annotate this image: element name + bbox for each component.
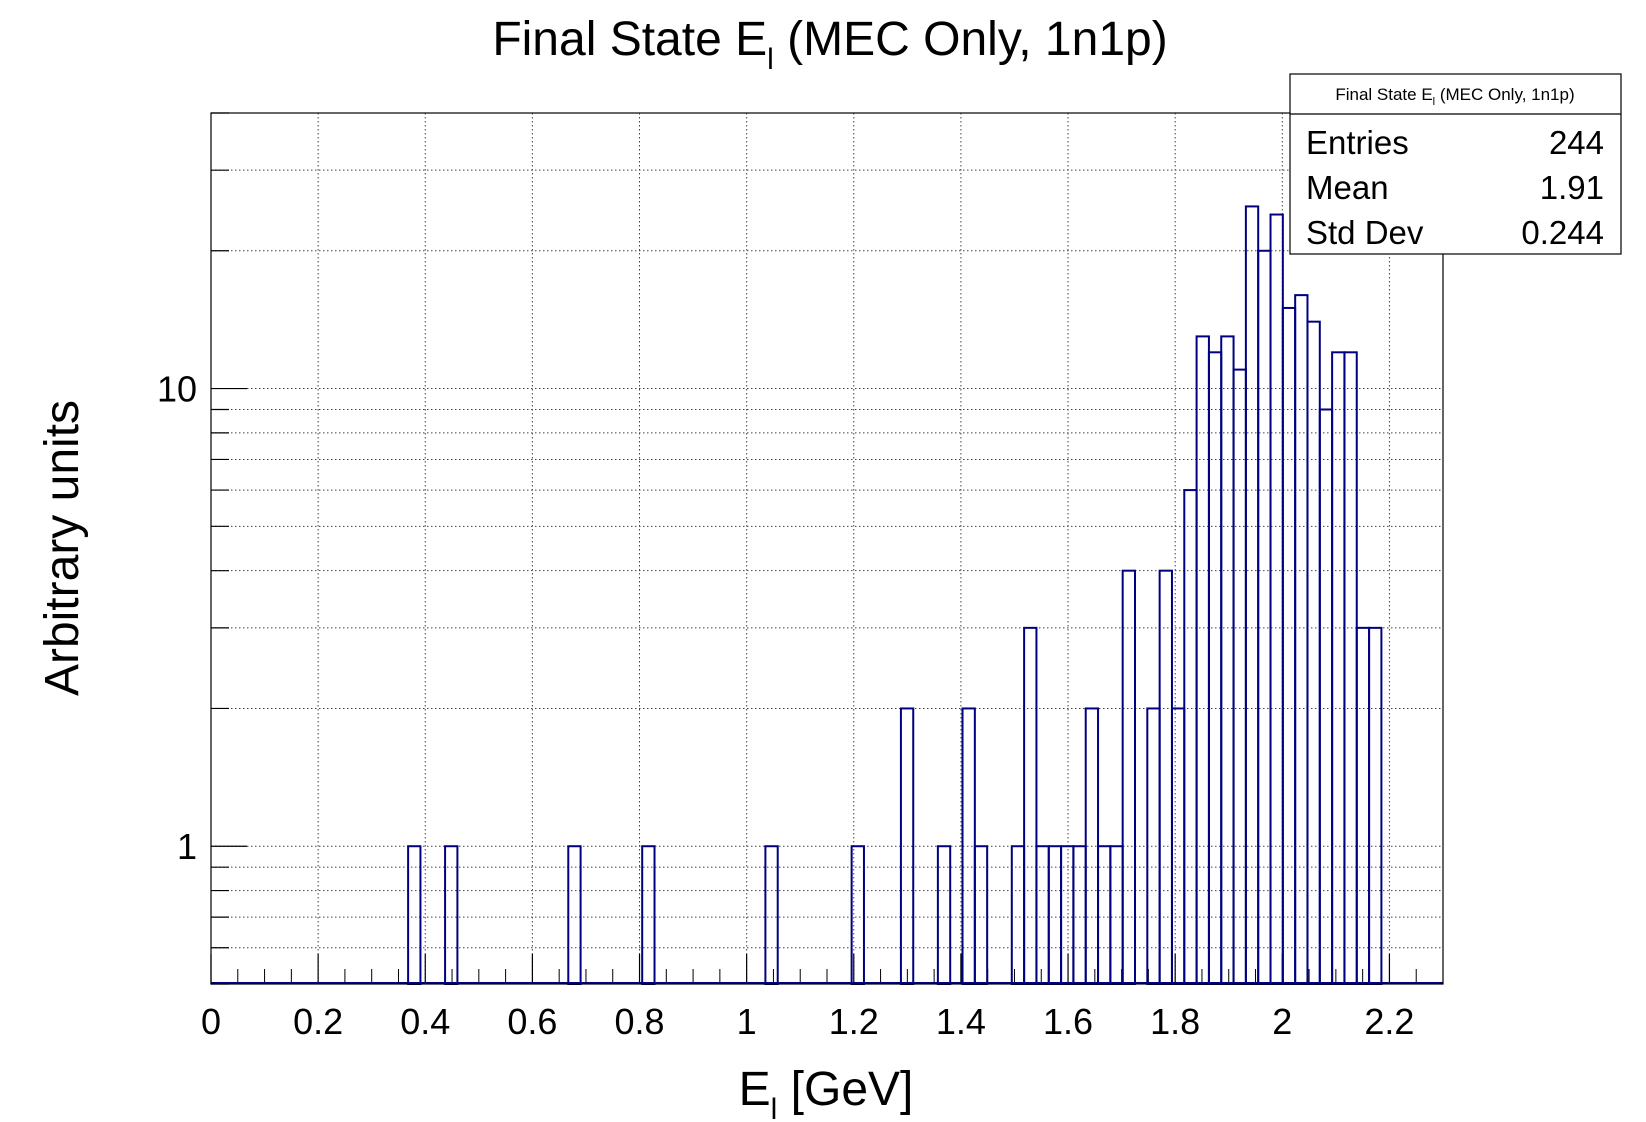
x-axis-title: El [GeV] bbox=[739, 1063, 914, 1122]
stats-label-entries: Entries bbox=[1306, 124, 1409, 161]
histogram-bar bbox=[1183, 489, 1198, 985]
stats-label-std-dev: Std Dev bbox=[1306, 214, 1424, 251]
histogram-bar bbox=[1023, 626, 1038, 985]
stats-value-mean: 1.91 bbox=[1540, 169, 1604, 206]
chart-title: Final State El (MEC Only, 1n1p) bbox=[492, 13, 1167, 76]
x-tick-label: 0.2 bbox=[293, 1001, 343, 1042]
x-tick-label: 0.8 bbox=[614, 1001, 664, 1042]
x-tick-label: 0.4 bbox=[400, 1001, 450, 1042]
x-tick-label: 1.8 bbox=[1150, 1001, 1200, 1042]
chart-title-rest: (MEC Only, 1n1p) bbox=[774, 13, 1168, 66]
y-tick-label: 10 bbox=[157, 369, 197, 410]
x-tick-label: 2.2 bbox=[1364, 1001, 1414, 1042]
stats-box-frame bbox=[1289, 73, 1622, 255]
stats-box: Final State El (MEC Only, 1n1p) Entries … bbox=[1289, 73, 1622, 255]
x-axis-title-rest: [GeV] bbox=[777, 1063, 913, 1116]
stats-title-rest: (MEC Only, 1n1p) bbox=[1435, 85, 1575, 104]
histogram-bar bbox=[1170, 707, 1186, 986]
x-axis-title-subscript: l bbox=[771, 1093, 778, 1122]
x-tick-label: 1.2 bbox=[829, 1001, 879, 1042]
stats-value-entries: 244 bbox=[1549, 124, 1604, 161]
histogram-bar bbox=[1010, 845, 1026, 986]
tick-labels: 0 0.2 0.4 0.6 0.8 1 1.2 1.4 1.6 1.8 2 2.2 1 10 bbox=[157, 369, 1415, 1042]
histogram-bar bbox=[1232, 368, 1247, 985]
histogram-bar bbox=[1269, 213, 1284, 985]
histogram-bar bbox=[1207, 351, 1223, 985]
plot-frame bbox=[210, 112, 1444, 985]
x-tick-label: 1 bbox=[737, 1001, 757, 1042]
histogram-bar bbox=[407, 845, 422, 986]
stats-title-main: Final State E bbox=[1335, 85, 1432, 104]
x-tick-label: 1.6 bbox=[1043, 1001, 1093, 1042]
axis-ticks bbox=[210, 112, 1417, 985]
chart-title-subscript: l bbox=[767, 43, 774, 76]
chart-title-main: Final State E bbox=[492, 13, 767, 66]
histogram-bar bbox=[973, 845, 989, 986]
histogram-bar bbox=[1355, 626, 1371, 985]
x-tick-label: 1.4 bbox=[936, 1001, 986, 1042]
x-tick-label: 2 bbox=[1272, 1001, 1292, 1042]
grid-lines bbox=[211, 112, 1443, 985]
histogram-bar bbox=[1294, 294, 1309, 985]
histogram-bar bbox=[1343, 351, 1358, 985]
histogram-bar bbox=[1146, 707, 1161, 986]
y-axis-title: Arbitrary units bbox=[36, 400, 89, 696]
histogram-bar bbox=[1158, 569, 1173, 986]
histogram-bar bbox=[1331, 351, 1346, 985]
stats-title-subscript: l bbox=[1433, 96, 1435, 108]
histogram-bar bbox=[1195, 335, 1210, 986]
histogram-bar bbox=[567, 845, 582, 986]
y-tick-label: 1 bbox=[177, 826, 197, 867]
histogram-bar bbox=[1121, 569, 1137, 986]
histogram-bar bbox=[1220, 335, 1235, 986]
histogram-bar bbox=[1368, 626, 1383, 985]
stats-box-title: Final State El (MEC Only, 1n1p) bbox=[1335, 85, 1574, 108]
histogram-bar bbox=[1257, 249, 1272, 986]
histogram-bar bbox=[1281, 306, 1297, 985]
x-tick-label: 0.6 bbox=[507, 1001, 557, 1042]
x-axis-title-main: E bbox=[739, 1063, 771, 1116]
histogram-bar bbox=[1035, 845, 1050, 986]
stats-value-std-dev: 0.244 bbox=[1521, 214, 1604, 251]
histogram-bar bbox=[1318, 408, 1334, 986]
x-tick-label: 0 bbox=[201, 1001, 221, 1042]
histogram-bar bbox=[1306, 320, 1321, 985]
stats-label-mean: Mean bbox=[1306, 169, 1389, 206]
